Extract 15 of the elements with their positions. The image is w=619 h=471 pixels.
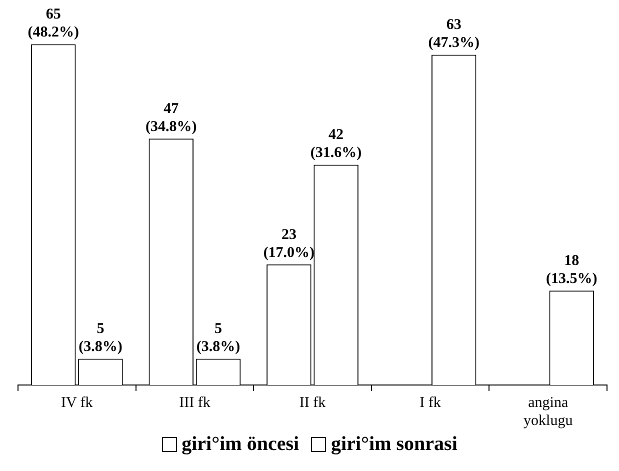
- text: giri°im sonrasi: [331, 433, 458, 456]
- x-tick-label: I fk: [420, 394, 442, 411]
- data-label: 5 (3.8%): [78, 321, 122, 356]
- x-tick-label: III fk: [179, 394, 211, 411]
- x-tick-label: IV fk: [60, 394, 94, 411]
- x-tick-label: angina yoklugu: [524, 394, 574, 429]
- data-label: 5 (3.8%): [196, 321, 240, 356]
- data-label: 47 (34.8%): [146, 100, 197, 135]
- data-label: 42 (31.6%): [310, 127, 362, 162]
- x-tick-label: II fk: [299, 394, 326, 411]
- text: giri°im öncesi: [182, 433, 300, 456]
- data-label: 63 (47.3%): [428, 17, 480, 52]
- data-label: 65 (48.2%): [28, 6, 79, 41]
- data-label: 23 (17.0%): [263, 226, 315, 261]
- data-label: 18 (13.5%): [546, 253, 598, 288]
